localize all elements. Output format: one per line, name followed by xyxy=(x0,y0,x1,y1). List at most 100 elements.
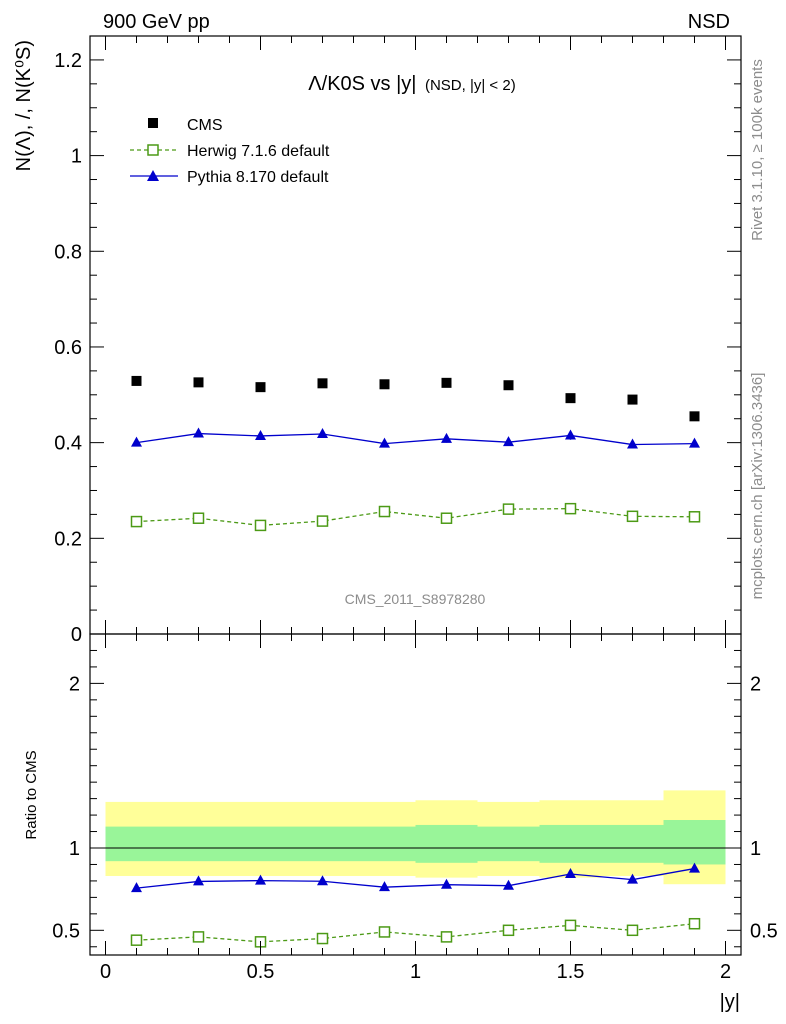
main-herwig-point xyxy=(130,515,143,528)
main-cms-point xyxy=(131,375,142,386)
main-herwig-point xyxy=(688,511,701,523)
chart-title-main: Λ/K0S vs |y| xyxy=(308,73,416,95)
ratio-herwig-point xyxy=(626,924,639,937)
main-pythia-point xyxy=(689,437,700,448)
legend-pythia-marker xyxy=(147,170,159,181)
ratio-y-tick-label-right: 2 xyxy=(750,673,761,695)
main-series-group xyxy=(130,375,701,532)
rivet-label: Rivet 3.1.10, ≥ 100k events xyxy=(749,59,766,241)
main-pythia-point xyxy=(441,432,452,443)
main-ylabel: N(Λ), /, N(K⁰S) xyxy=(13,40,35,171)
main-pythia-point xyxy=(379,437,390,448)
x-tick-label: 2 xyxy=(720,961,731,983)
main-cms-point xyxy=(689,411,700,422)
ratio-pythia-point xyxy=(193,875,204,886)
x-tick-label: 1 xyxy=(410,961,421,983)
main-cms-point xyxy=(565,393,576,404)
x-tick-label: 0.5 xyxy=(247,961,275,983)
main-cms-point xyxy=(379,379,390,390)
ratio-pythia-point xyxy=(503,879,514,890)
main-cms-point xyxy=(503,380,514,391)
main-herwig-point xyxy=(440,512,453,524)
main-cms-point xyxy=(441,377,452,388)
main-axes: 0 0.2 0.4 0.6 0.8 1 1.2 xyxy=(54,35,742,646)
band-inner-segment xyxy=(477,826,540,862)
main-cms-point xyxy=(193,377,204,388)
main-pythia-point xyxy=(131,436,142,447)
x-tick-label: 0 xyxy=(100,961,111,983)
main-herwig-point xyxy=(192,512,205,524)
x-tick-label: 1.5 xyxy=(557,961,585,983)
chart-title-sub: (NSD, |y| < 2) xyxy=(425,77,516,94)
legend-cms-marker xyxy=(148,118,158,128)
band-inner-segment xyxy=(601,824,664,863)
band-inner-segment xyxy=(663,820,726,865)
main-pythia-point xyxy=(627,438,638,449)
main-y-tick-label: 1 xyxy=(71,146,82,168)
main-y-tick-label: 0.2 xyxy=(54,528,82,550)
main-pythia-line xyxy=(136,432,695,446)
ratio-herwig-point xyxy=(192,931,205,943)
main-herwig-point xyxy=(564,502,577,515)
main-cms-point xyxy=(627,394,638,405)
ratio-bands xyxy=(90,790,741,885)
band-inner-segment xyxy=(291,826,354,862)
ratio-herwig-point xyxy=(316,932,329,945)
main-y-tick-label: 0.6 xyxy=(54,337,82,359)
mcplots-label: mcplots.cern.ch [arXiv:1306.3436] xyxy=(749,373,766,600)
main-cms-point xyxy=(255,382,266,393)
ratio-herwig-point xyxy=(502,924,515,937)
ratio-y-tick-label-left: 1 xyxy=(69,838,80,860)
ratio-herwig-point xyxy=(130,934,143,946)
main-herwig-point xyxy=(378,505,391,518)
ratio-ylabel: Ratio to CMS xyxy=(23,750,40,839)
legend: CMS Herwig 7.1.6 default Pythia 8.170 de… xyxy=(130,117,330,186)
ratio-axes: 0 0.5 1 1.5 2 0.5 0.5 1 1 2 2 xyxy=(52,633,778,983)
analysis-watermark: CMS_2011_S8978280 xyxy=(345,591,486,607)
ratio-y-tick-label-right: 1 xyxy=(750,838,761,860)
ratio-herwig-point xyxy=(440,931,453,943)
main-pythia-point xyxy=(503,436,514,447)
band-inner-segment xyxy=(167,826,230,862)
main-cms-point xyxy=(317,378,328,389)
main-herwig-point xyxy=(502,503,515,515)
band-inner-segment xyxy=(539,824,602,863)
ratio-series-group xyxy=(130,862,701,948)
process-label: NSD xyxy=(688,11,730,33)
legend-herwig-label: Herwig 7.1.6 default xyxy=(187,143,330,160)
main-herwig-line xyxy=(136,508,695,527)
main-pythia-point xyxy=(317,428,328,439)
main-pythia-point xyxy=(193,427,204,438)
band-inner-segment xyxy=(415,824,478,863)
ratio-y-tick-label-left: 0.5 xyxy=(52,920,80,942)
ratio-y-tick-label-left: 2 xyxy=(69,673,80,695)
chart-title: Λ/K0S vs |y| (NSD, |y| < 2) xyxy=(308,73,515,95)
main-y-tick-label: 1.2 xyxy=(54,50,82,72)
legend-pythia-label: Pythia 8.170 default xyxy=(187,169,329,186)
ratio-herwig-point xyxy=(378,926,391,938)
ratio-herwig-line xyxy=(136,923,695,943)
ratio-pythia-point xyxy=(131,882,142,893)
ratio-frame xyxy=(89,633,742,956)
ratio-pythia-point xyxy=(627,873,638,884)
main-y-tick-label: 0.4 xyxy=(54,433,82,455)
ratio-pythia-point xyxy=(379,881,390,892)
ratio-pythia-point xyxy=(317,875,328,886)
ratio-pythia-point xyxy=(255,874,266,885)
main-herwig-point xyxy=(626,510,639,523)
ratio-herwig-point xyxy=(564,919,577,932)
main-y-tick-label: 0 xyxy=(71,624,82,646)
energy-label: 900 GeV pp xyxy=(103,11,210,33)
band-inner-segment xyxy=(229,826,292,862)
ratio-pythia-point xyxy=(441,878,452,889)
main-pythia-point xyxy=(565,429,576,440)
ratio-herwig-point xyxy=(688,917,701,930)
ratio-pythia-line xyxy=(136,867,695,889)
main-pythia-point xyxy=(255,429,266,440)
ratio-pythia-point xyxy=(689,862,700,873)
band-inner-segment xyxy=(353,826,416,862)
xaxis-label: |y| xyxy=(720,991,740,1013)
band-inner-segment xyxy=(105,826,168,862)
legend-cms-label: CMS xyxy=(187,117,223,134)
